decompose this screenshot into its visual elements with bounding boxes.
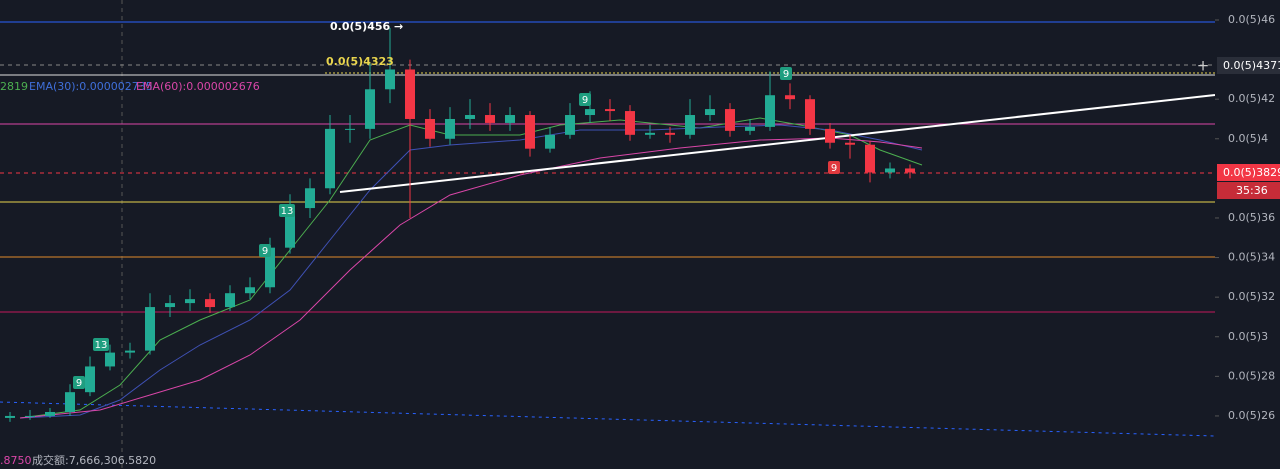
signal: 9 bbox=[76, 378, 82, 389]
level-marker: 0.0(5)4323 bbox=[326, 55, 394, 68]
candle-body bbox=[465, 115, 475, 119]
candle-body bbox=[205, 299, 215, 308]
y-tick-label: 0.0(5)4 bbox=[1228, 132, 1268, 145]
candle-body bbox=[485, 115, 495, 123]
signal: 9 bbox=[582, 95, 588, 106]
badge bbox=[579, 93, 591, 106]
price-tag bbox=[1217, 182, 1280, 199]
badge bbox=[259, 244, 271, 257]
trend-line bbox=[339, 94, 1216, 193]
y-tick-label: 0.0(5)26 bbox=[1228, 409, 1275, 422]
countdown: 35:36 bbox=[1236, 184, 1268, 197]
candle-body bbox=[85, 366, 95, 393]
candle-body bbox=[905, 168, 915, 173]
badge bbox=[93, 338, 109, 351]
candle-body bbox=[645, 132, 655, 135]
y-tick-label: 0.0(5)42 bbox=[1228, 92, 1275, 105]
candle-body bbox=[865, 144, 875, 173]
badge bbox=[780, 67, 792, 80]
candle-body bbox=[265, 247, 275, 288]
volume-prefix: .8750 bbox=[0, 454, 32, 467]
candle-body bbox=[365, 89, 375, 129]
candle-body bbox=[405, 69, 415, 119]
candle-body bbox=[165, 303, 175, 308]
signal: 9 bbox=[831, 163, 837, 174]
signal: 9 bbox=[783, 69, 789, 80]
candle-body bbox=[305, 188, 315, 209]
y-tick-label: 0.0(5)46 bbox=[1228, 13, 1275, 26]
badge bbox=[279, 204, 295, 217]
y-tick-label: 0.0(5)28 bbox=[1228, 369, 1275, 382]
badge bbox=[73, 376, 85, 389]
candle-body bbox=[345, 128, 355, 130]
y-tick-label: 0.0(5)34 bbox=[1228, 251, 1275, 264]
candle-body bbox=[725, 109, 735, 131]
candle-body bbox=[385, 69, 395, 90]
candle-body bbox=[125, 350, 135, 353]
ema-line bbox=[19, 137, 923, 419]
candle-body bbox=[45, 411, 55, 416]
ema30-label: EMA(30):0.000002735 bbox=[29, 80, 153, 93]
candle-body bbox=[25, 415, 35, 417]
candle-body bbox=[685, 115, 695, 135]
ema-prefix: 2819 bbox=[0, 80, 28, 93]
crosshair-price: 0.0(5)4371 bbox=[1223, 59, 1280, 72]
badge bbox=[828, 161, 840, 174]
candle-body bbox=[785, 95, 795, 100]
y-tick-label: 0.0(5)32 bbox=[1228, 290, 1275, 303]
candle-body bbox=[185, 299, 195, 304]
candle-body bbox=[845, 142, 855, 145]
signal: 13 bbox=[281, 206, 294, 217]
candle-body bbox=[245, 287, 255, 294]
candle-body bbox=[885, 168, 895, 173]
candle-body bbox=[825, 128, 835, 143]
y-tick-label: 0.0(5)3 bbox=[1228, 330, 1268, 343]
candle-body bbox=[325, 128, 335, 189]
candle-body bbox=[445, 118, 455, 139]
high-marker: 0.0(5)456 → bbox=[330, 20, 403, 33]
candle-body bbox=[425, 118, 435, 139]
candle-body bbox=[605, 109, 615, 112]
candle-body bbox=[225, 293, 235, 308]
price-axis bbox=[1215, 0, 1280, 469]
candle-body bbox=[65, 392, 75, 412]
candle-body bbox=[665, 132, 675, 135]
candle-body bbox=[145, 307, 155, 351]
price-tag bbox=[1217, 164, 1280, 181]
candle-body bbox=[565, 115, 575, 135]
candle-body bbox=[585, 109, 595, 116]
signal: 13 bbox=[95, 340, 108, 351]
candle-body bbox=[505, 115, 515, 123]
signal-badges: 9 13 9 13 9 9 9 bbox=[73, 67, 840, 389]
candle-body bbox=[105, 352, 115, 367]
candle-body bbox=[705, 109, 715, 116]
ema60-label: EMA(60):0.000002676 bbox=[136, 80, 260, 93]
candle-body bbox=[805, 99, 815, 129]
crosshair-icon[interactable]: + bbox=[1197, 57, 1210, 75]
signal: 9 bbox=[262, 246, 268, 257]
y-tick-label: 0.0(5)36 bbox=[1228, 211, 1275, 224]
candle-body bbox=[525, 115, 535, 149]
last-price: 0.0(5)3829 bbox=[1223, 166, 1280, 179]
candle-body bbox=[545, 134, 555, 149]
candle-body bbox=[745, 126, 755, 131]
candle-body bbox=[285, 208, 295, 248]
price-tag bbox=[1217, 57, 1280, 74]
candle-body bbox=[765, 95, 775, 127]
volume-label: 成交额:7,666,306.5820 bbox=[32, 453, 156, 467]
candle-body bbox=[5, 415, 15, 418]
candle-body bbox=[625, 111, 635, 135]
